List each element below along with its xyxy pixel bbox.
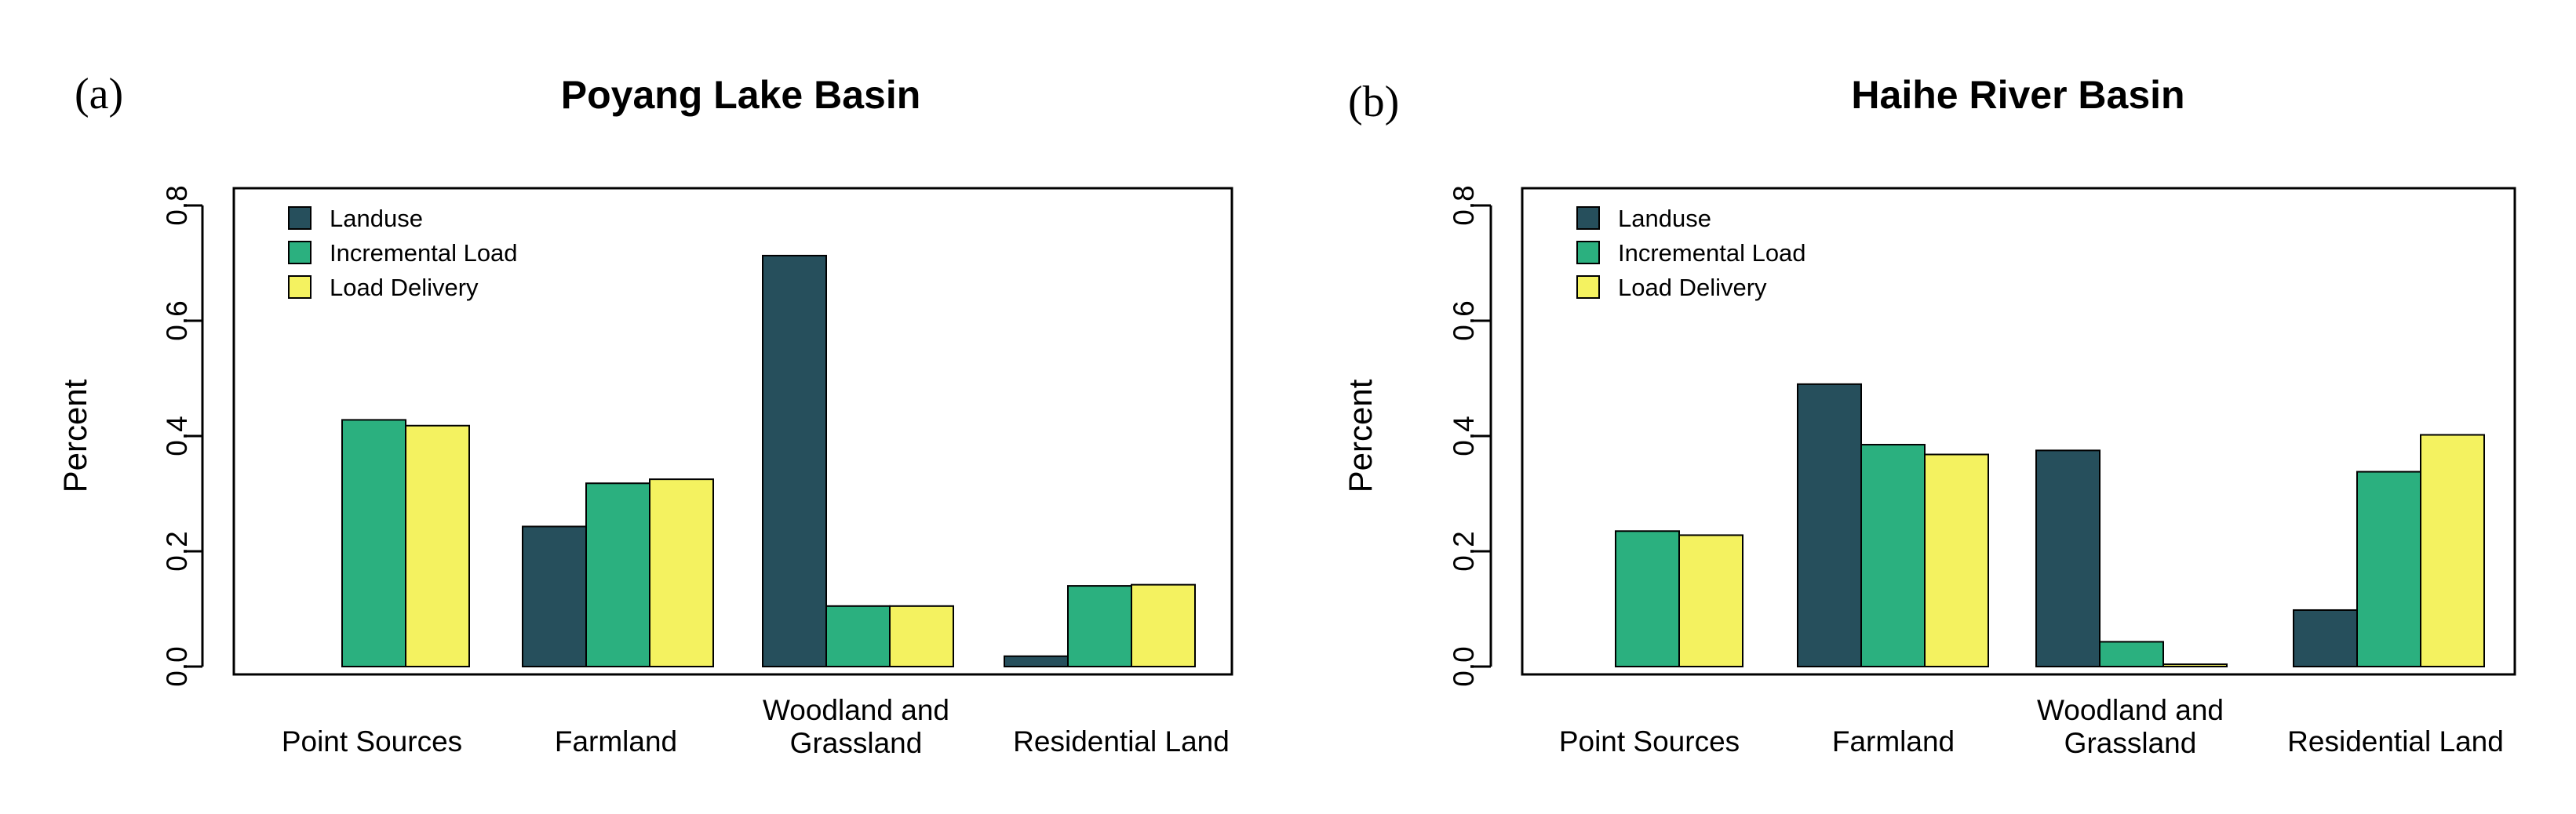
plot-frame: [1521, 187, 2516, 676]
legend-label-landuse: Landuse: [330, 205, 423, 232]
bar-incremental-load-point-sources: [341, 419, 406, 667]
y-tick-label: 0.2: [161, 531, 193, 571]
x-category-label: Woodland and: [2037, 694, 2224, 726]
y-axis-title: Percent: [56, 379, 93, 492]
legend-swatch-load-delivery: [288, 275, 312, 299]
bar-load-delivery-farmland: [649, 478, 714, 667]
legend-label-load-delivery: Load Delivery: [1618, 274, 1767, 301]
bar-landuse-woodland-and-grassland: [2035, 449, 2101, 667]
y-tick-label: 0.6: [161, 300, 193, 340]
chart-title: Haihe River Basin: [1851, 73, 2184, 117]
bar-incremental-load-point-sources: [1615, 530, 1680, 668]
legend-label-incremental-load: Incremental Load: [330, 239, 518, 267]
bar-load-delivery-residential-land: [2420, 434, 2485, 668]
y-tick-label: 0.4: [1448, 416, 1480, 456]
bar-incremental-load-farmland: [1860, 444, 1926, 668]
legend-swatch-incremental-load: [288, 241, 312, 264]
chart-title: Poyang Lake Basin: [561, 73, 921, 117]
y-tick-label: 0.8: [1448, 185, 1480, 225]
x-category-label: Grassland: [790, 727, 923, 759]
y-axis-title: Percent: [1342, 379, 1379, 492]
bar-load-delivery-point-sources: [1678, 534, 1743, 667]
bar-landuse-farmland: [522, 525, 587, 668]
x-category-label: Residential Land: [1013, 725, 1230, 758]
x-category-label: Farmland: [1832, 725, 1955, 758]
y-tick-label: 0.8: [161, 185, 193, 225]
panel-a: (a) Poyang Lake Basin 0.0 0.2 0.4 0.6 0.8 Perce…: [56, 70, 1233, 759]
legend-swatch-landuse: [288, 206, 312, 230]
bar-landuse-farmland: [1797, 383, 1862, 667]
bar-load-delivery-farmland: [1924, 453, 1989, 668]
y-tick-label: 0.0: [161, 646, 193, 686]
bar-load-delivery-point-sources: [405, 424, 470, 668]
legend-label-load-delivery: Load Delivery: [330, 274, 479, 301]
x-category-label: Grassland: [2064, 727, 2197, 759]
panel-label: (a): [75, 70, 123, 118]
legend-label-incremental-load: Incremental Load: [1618, 239, 1806, 267]
bar-load-delivery-residential-land: [1131, 583, 1196, 668]
bar-incremental-load-woodland-and-grassland: [2099, 641, 2164, 668]
x-category-label: Woodland and: [763, 694, 949, 726]
legend-swatch-incremental-load: [1576, 241, 1600, 264]
bar-incremental-load-residential-land: [2356, 471, 2421, 667]
y-tick-label: 0.2: [1448, 531, 1480, 571]
bar-incremental-load-farmland: [585, 482, 650, 668]
bar-load-delivery-woodland-and-grassland: [2162, 663, 2228, 667]
panel-b: (b) Haihe River Basin 0.0 0.2 0.4 0.6 0.8 Perce…: [1342, 73, 2516, 759]
bar-landuse-residential-land: [1004, 655, 1069, 668]
x-category-label: Farmland: [555, 725, 677, 758]
y-tick-label: 0.6: [1448, 300, 1480, 340]
bar-incremental-load-residential-land: [1067, 585, 1132, 667]
bar-load-delivery-woodland-and-grassland: [889, 605, 954, 668]
x-category-label: Residential Land: [2287, 725, 2504, 758]
bar-landuse-woodland-and-grassland: [762, 254, 827, 667]
y-tick-label: 0.4: [161, 416, 193, 456]
y-tick-label: 0.0: [1448, 646, 1480, 686]
x-category-label: Point Sources: [1559, 725, 1740, 758]
bar-landuse-residential-land: [2293, 609, 2358, 667]
x-category-label: Point Sources: [282, 725, 462, 758]
bar-incremental-load-woodland-and-grassland: [825, 605, 891, 668]
panel-label: (b): [1348, 78, 1399, 126]
legend-swatch-landuse: [1576, 206, 1600, 230]
legend-label-landuse: Landuse: [1618, 205, 1711, 232]
legend-swatch-load-delivery: [1576, 275, 1600, 299]
plot-frame: [232, 187, 1233, 676]
